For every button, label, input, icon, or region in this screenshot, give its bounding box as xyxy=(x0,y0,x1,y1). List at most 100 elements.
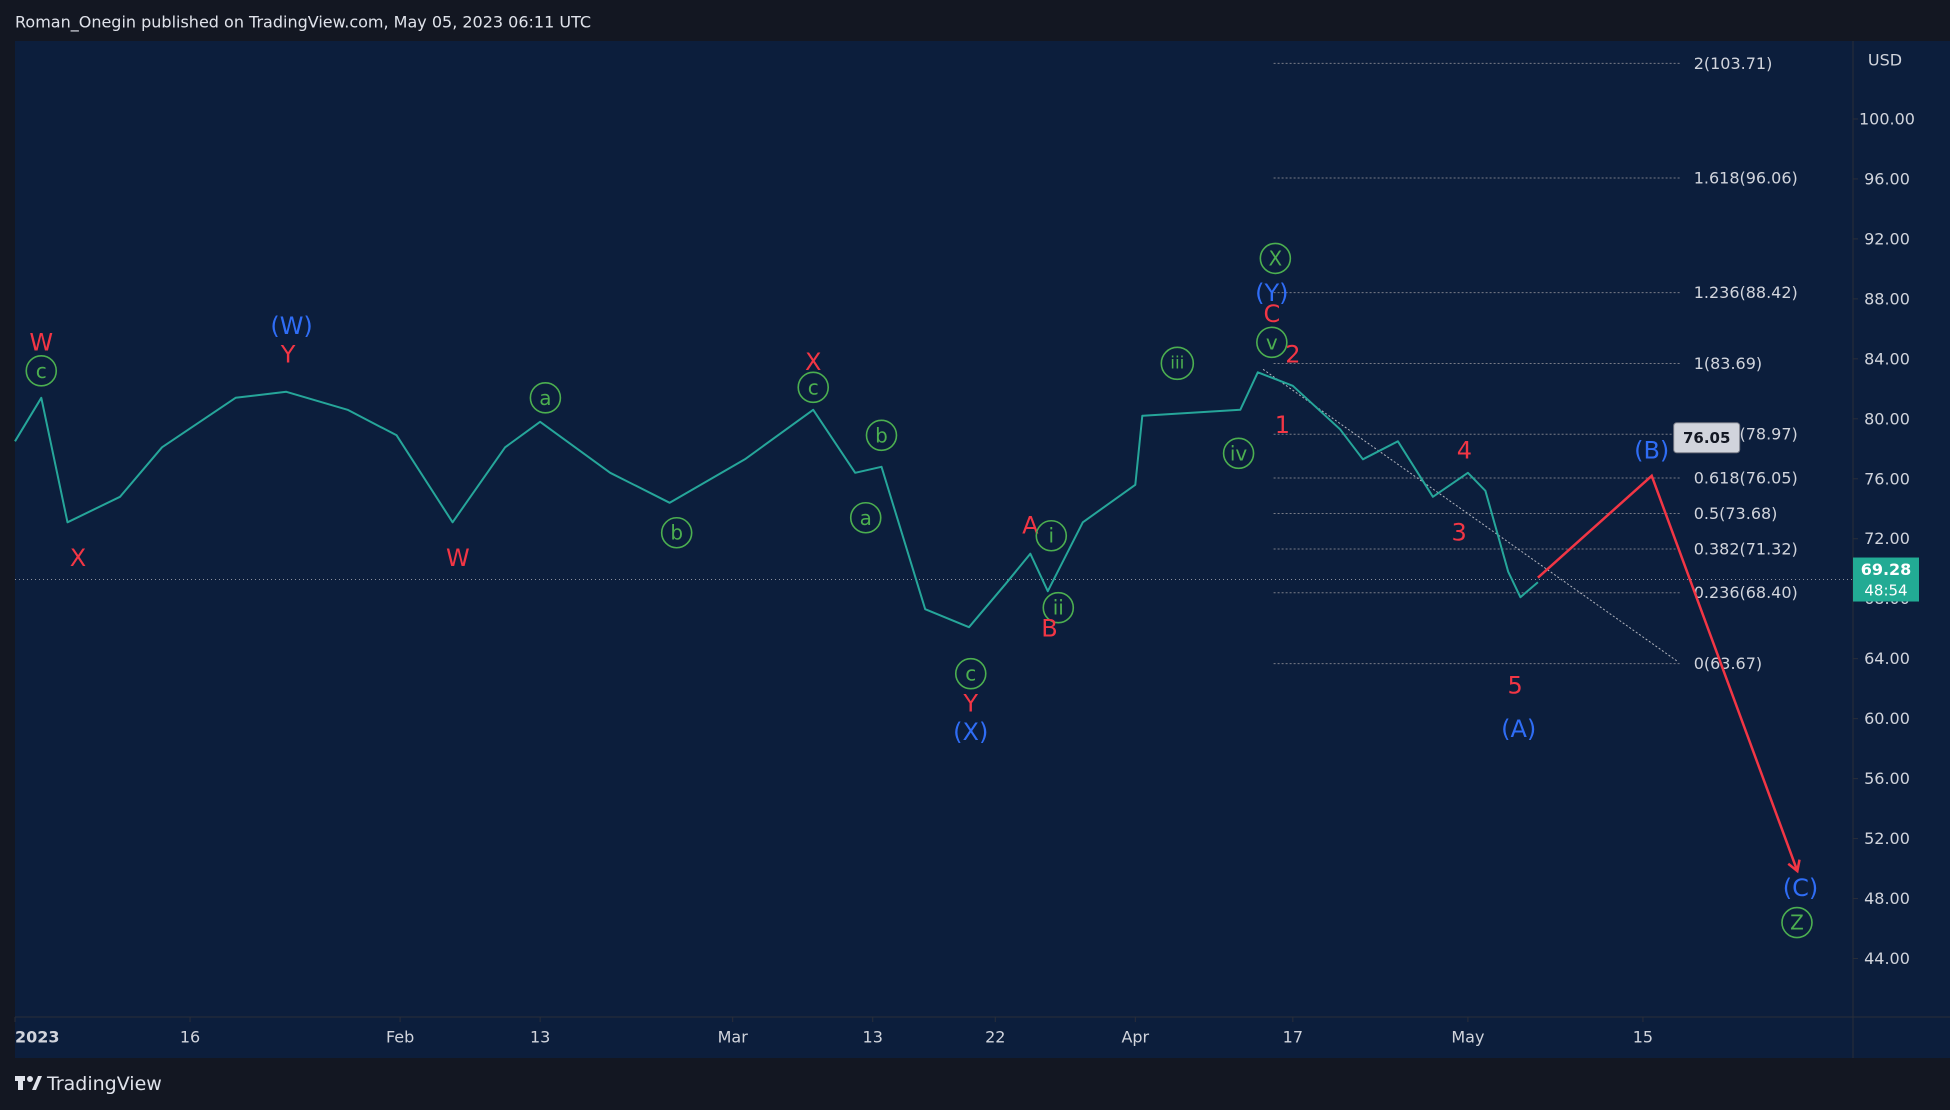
wave-text: iii xyxy=(1170,353,1184,373)
countdown-label: 48:54 xyxy=(1864,582,1907,600)
wave-circle xyxy=(849,501,882,534)
wave-label: b xyxy=(865,419,898,452)
y-tick-label: 60.00 xyxy=(1864,709,1910,728)
y-tick-label: 92.00 xyxy=(1864,229,1910,248)
footer-brand: TradingView xyxy=(46,1073,162,1095)
wave-text: 4 xyxy=(1457,436,1472,464)
wave-circle xyxy=(1256,326,1288,359)
x-tick-label: 13 xyxy=(863,1028,883,1047)
last-price-box xyxy=(1853,557,1919,602)
wave-label: Z xyxy=(1781,906,1813,939)
x-tick-label: 22 xyxy=(985,1028,1005,1047)
wave-label: ii xyxy=(1042,591,1075,624)
wave-text: b xyxy=(875,423,888,447)
wave-label: (A) xyxy=(1501,715,1536,743)
wave-text: X xyxy=(70,544,86,572)
wave-label: (B) xyxy=(1634,436,1669,464)
wave-text: iv xyxy=(1230,441,1248,465)
wave-text: i xyxy=(1049,524,1055,548)
wave-label: (X) xyxy=(953,718,988,746)
wave-text: c xyxy=(965,662,976,686)
wave-text: (X) xyxy=(953,718,988,746)
wave-circle xyxy=(1160,346,1195,381)
wave-circle xyxy=(1259,242,1292,275)
x-tick-label: 17 xyxy=(1283,1028,1303,1047)
wave-label: iv xyxy=(1222,437,1255,470)
wave-label: c xyxy=(797,371,830,404)
target-callout xyxy=(1673,422,1741,454)
y-tick-label: 96.00 xyxy=(1864,169,1910,188)
wave-label: W xyxy=(29,328,53,356)
wave-circle xyxy=(529,382,562,414)
fib-label: 2(103.71) xyxy=(1694,54,1773,73)
wave-circle xyxy=(954,657,987,690)
y-tick-label: 100.00 xyxy=(1859,109,1915,128)
wave-label: Y xyxy=(280,340,296,368)
y-tick-label: 76.00 xyxy=(1864,469,1910,488)
wave-text: a xyxy=(860,506,872,530)
wave-label: b xyxy=(660,516,693,549)
y-tick-label: 48.00 xyxy=(1864,889,1910,908)
x-tick-label: 15 xyxy=(1633,1028,1653,1047)
x-tick-label: 16 xyxy=(180,1028,200,1047)
y-tick-label: 84.00 xyxy=(1864,349,1910,368)
wave-text: Y xyxy=(280,340,296,368)
header: Roman_Onegin published on TradingView.co… xyxy=(15,13,591,33)
fib-label: 0.236(68.40) xyxy=(1694,583,1798,602)
wave-label: 3 xyxy=(1452,519,1467,547)
y-tick-label: 80.00 xyxy=(1864,409,1910,428)
wave-label: 2 xyxy=(1285,340,1300,368)
y-tick-label: 64.00 xyxy=(1864,649,1910,668)
wave-text: 3 xyxy=(1452,519,1467,547)
x-tick-label: Apr xyxy=(1121,1028,1149,1047)
wave-text: (B) xyxy=(1634,436,1669,464)
wave-label: iii xyxy=(1160,346,1195,381)
wave-label: i xyxy=(1035,519,1068,552)
fib-label: 1(83.69) xyxy=(1694,354,1762,373)
wave-label: X xyxy=(1259,242,1292,275)
wave-text: C xyxy=(1263,300,1280,328)
wave-circle xyxy=(1781,906,1813,939)
x-tick-label: 2023 xyxy=(15,1028,60,1047)
wave-label: A xyxy=(1022,511,1039,539)
wave-text: (W) xyxy=(270,312,312,340)
wave-text: c xyxy=(36,359,47,383)
wave-circle xyxy=(1222,437,1255,470)
wave-text: c xyxy=(808,375,819,399)
wave-label: a xyxy=(849,501,882,534)
wave-text: W xyxy=(29,328,53,356)
y-tick-label: 52.00 xyxy=(1864,829,1910,848)
wave-circle xyxy=(1042,591,1075,624)
wave-label: Y xyxy=(962,690,978,718)
price-line xyxy=(14,371,1539,629)
wave-text: A xyxy=(1022,511,1039,539)
currency: USD xyxy=(1868,51,1902,70)
projection-arrow xyxy=(1537,473,1797,870)
x-tick-label: 13 xyxy=(530,1028,550,1047)
wave-text: b xyxy=(670,521,683,545)
price-axis xyxy=(1853,41,1950,1017)
wave-label: c xyxy=(954,657,987,690)
wave-text: Y xyxy=(962,690,978,718)
last-price-label: 69.28 xyxy=(1861,560,1912,579)
wave-text: B xyxy=(1041,615,1057,643)
wave-text: v xyxy=(1266,330,1278,354)
logo-shape xyxy=(27,1076,33,1082)
wave-label: X xyxy=(805,348,821,376)
wave-label: (Y) xyxy=(1255,279,1288,307)
y-tick-label: 72.00 xyxy=(1864,529,1910,548)
wave-label: (C) xyxy=(1783,874,1818,902)
fib-label: 0(63.67) xyxy=(1694,654,1762,673)
wave-label: 1 xyxy=(1275,411,1290,439)
wave-circle xyxy=(1035,519,1068,552)
wave-text: (Y) xyxy=(1255,279,1288,307)
wave-label: 5 xyxy=(1508,672,1523,700)
logo xyxy=(15,1076,42,1090)
wave-text: a xyxy=(539,386,551,410)
trend-line xyxy=(1262,368,1679,663)
x-tick-label: May xyxy=(1451,1028,1484,1047)
wave-text: 2 xyxy=(1285,340,1300,368)
plot-area xyxy=(15,41,1853,1017)
